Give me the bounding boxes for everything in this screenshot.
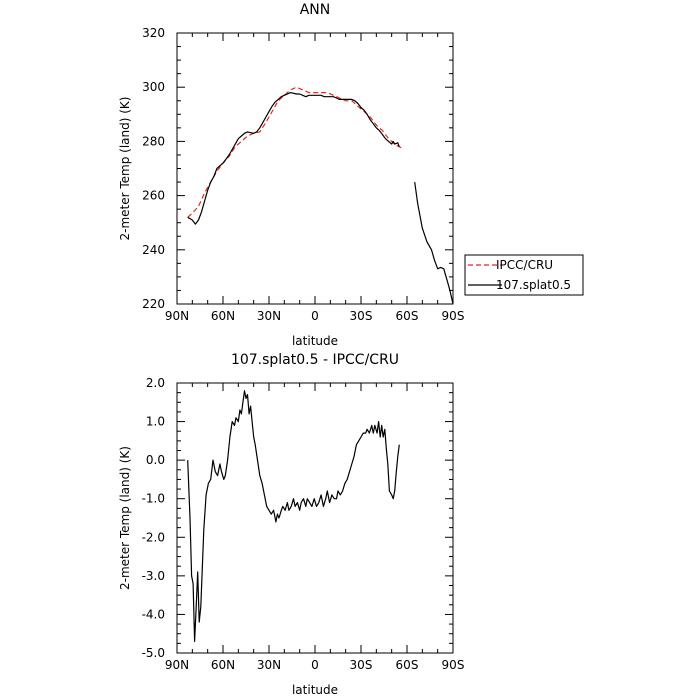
legend-box (464, 254, 584, 296)
x-axis-label: latitude (292, 334, 338, 348)
x-tick-label: 30N (257, 658, 281, 672)
x-tick-label: 60N (211, 309, 235, 323)
x-tick-label: 60N (211, 658, 235, 672)
x-axis-label: latitude (292, 683, 338, 697)
y-tick-label: 300 (142, 80, 165, 94)
chart-title: ANN (300, 2, 331, 18)
chart-difference: 107.splat0.5 - IPCC/CRU 2-meter Temp (la… (118, 352, 464, 697)
x-tick-label: 60S (396, 658, 419, 672)
y-axis-label: 2-meter Temp (land) (K) (118, 446, 132, 590)
y-tick-label: 240 (142, 243, 165, 257)
y-tick-label: -3.0 (142, 569, 165, 583)
x-tick-label: 30S (350, 309, 373, 323)
y-tick-label: -5.0 (142, 646, 165, 660)
legend: IPCC/CRU 107.splat0.5 (464, 254, 584, 296)
series-line-107-splat0-5-seg0 (187, 92, 400, 225)
y-tick-label: 2.0 (146, 376, 165, 390)
y-tick-label: 280 (142, 134, 165, 148)
series-line-difference (187, 390, 400, 642)
x-tick-label: 60S (396, 309, 419, 323)
legend-label-splat: 107.splat0.5 (496, 278, 571, 292)
y-tick-label: 0.0 (146, 453, 165, 467)
y-tick-label: -2.0 (142, 530, 165, 544)
y-tick-label: -1.0 (142, 492, 165, 506)
series-line-107-splat0-5-seg1 (414, 182, 454, 305)
x-tick-label: 0 (311, 309, 319, 323)
y-tick-label: 320 (142, 26, 165, 40)
x-tick-label: 30N (257, 309, 281, 323)
x-tick-label: 90N (165, 309, 189, 323)
x-tick-label: 90S (442, 309, 465, 323)
x-tick-label: 90N (165, 658, 189, 672)
plot-frame (176, 32, 454, 305)
y-axis-label: 2-meter Temp (land) (K) (118, 97, 132, 241)
x-tick-label: 30S (350, 658, 373, 672)
y-tick-label: 1.0 (146, 415, 165, 429)
chart-annual-temp: ANN 2-meter Temp (land) (K) latitude 90N… (118, 2, 464, 348)
series-line-ipcc-cru (187, 86, 403, 218)
plot-frame (176, 382, 454, 654)
axis-ticks: 90N 60N 30N 0 30S 60S 90S -5.0 -4.0 -3.0 -2.0 -1.0 0… (142, 376, 465, 672)
y-tick-label: -4.0 (142, 607, 165, 621)
plot-lines (187, 390, 400, 642)
x-tick-label: 90S (442, 658, 465, 672)
chart-title: 107.splat0.5 - IPCC/CRU (231, 352, 399, 368)
plot-lines (187, 86, 454, 305)
y-tick-label: 260 (142, 189, 165, 203)
x-tick-label: 0 (311, 658, 319, 672)
y-tick-label: 220 (142, 297, 165, 311)
legend-label-ipcc-cru: IPCC/CRU (496, 258, 553, 272)
axis-ticks: 90N 60N 30N 0 30S 60S 90S 220 240 260 280 300 320 (142, 26, 464, 323)
